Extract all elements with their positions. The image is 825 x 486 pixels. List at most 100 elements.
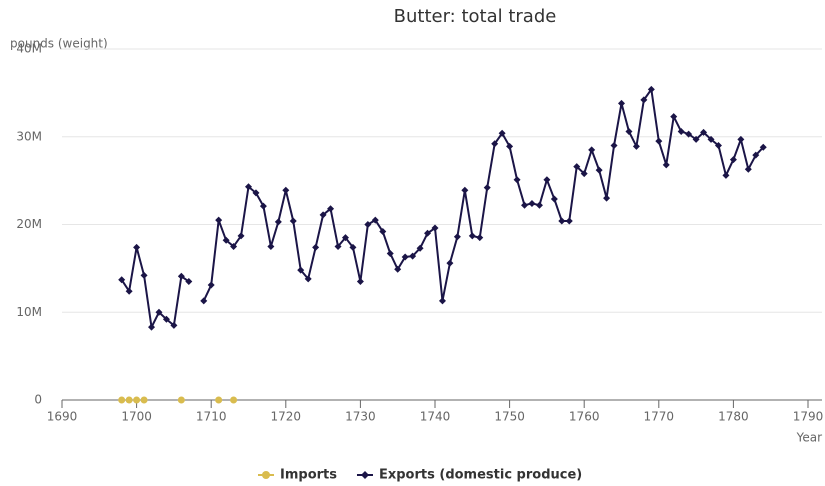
point [431, 224, 439, 232]
point [446, 259, 454, 267]
y-tick-label: 30M [16, 129, 42, 143]
point [729, 156, 737, 164]
legend-marker [262, 471, 270, 479]
point [297, 266, 305, 274]
x-tick-label: 1770 [644, 410, 675, 424]
series-line [120, 86, 764, 331]
chart-title: Butter: total trade [394, 6, 557, 27]
point [125, 396, 133, 404]
point [304, 275, 312, 283]
point [595, 166, 603, 174]
point [483, 184, 491, 192]
point [386, 249, 394, 257]
point [535, 201, 543, 209]
point [424, 229, 432, 237]
point [282, 186, 290, 194]
point [230, 396, 238, 404]
point [222, 236, 230, 244]
x-tick-label: 1760 [569, 410, 600, 424]
point [401, 253, 409, 261]
point [341, 234, 349, 242]
point [632, 142, 640, 150]
point [558, 217, 566, 225]
point [453, 233, 461, 241]
point [461, 186, 469, 194]
point [118, 396, 126, 404]
point [692, 135, 700, 143]
point [543, 176, 551, 184]
point [170, 321, 178, 329]
x-tick-label: 1730 [345, 410, 376, 424]
x-tick-label: 1700 [121, 410, 152, 424]
x-tick-label: 1780 [718, 410, 749, 424]
point [215, 396, 223, 404]
point [230, 242, 238, 250]
legend-label: Imports [280, 468, 337, 483]
point [580, 170, 588, 178]
point [148, 323, 156, 331]
point [155, 308, 163, 316]
point [647, 85, 655, 93]
point [610, 142, 618, 150]
point [476, 234, 484, 242]
point [513, 176, 521, 184]
point [603, 194, 611, 202]
point [468, 232, 476, 240]
x-tick-label: 1790 [793, 410, 824, 424]
point [438, 297, 446, 305]
point [573, 163, 581, 171]
point [356, 278, 364, 286]
point [685, 130, 693, 138]
point [700, 128, 708, 136]
legend-marker [360, 471, 369, 479]
point [491, 140, 499, 148]
x-tick-label: 1740 [420, 410, 451, 424]
point [707, 135, 715, 143]
point [506, 142, 514, 150]
point [215, 216, 223, 224]
point [677, 127, 685, 135]
point [312, 243, 320, 251]
point [133, 396, 141, 404]
point [662, 161, 670, 169]
point [327, 205, 335, 213]
point [349, 243, 357, 251]
point [565, 217, 573, 225]
point [162, 315, 170, 323]
point [252, 189, 260, 197]
point [625, 127, 633, 135]
point [394, 265, 402, 273]
point [140, 271, 148, 279]
point [744, 165, 752, 173]
point [409, 252, 417, 260]
point [140, 396, 148, 404]
y-tick-label: 10M [16, 305, 42, 319]
point [118, 276, 126, 284]
point [759, 143, 767, 151]
point [207, 281, 215, 289]
x-tick-label: 1690 [47, 410, 78, 424]
x-axis-label: Year [796, 431, 822, 445]
y-axis-label: pounds (weight) [10, 37, 108, 51]
point [714, 142, 722, 150]
y-tick-label: 20M [16, 217, 42, 231]
point [177, 272, 185, 280]
point [245, 183, 252, 191]
point [237, 232, 245, 240]
point [379, 228, 387, 236]
point [618, 99, 625, 107]
x-tick-label: 1750 [494, 410, 525, 424]
y-tick-label: 0 [34, 393, 42, 407]
point [737, 135, 745, 143]
point [125, 287, 133, 295]
x-tick-label: 1710 [196, 410, 227, 424]
point [334, 242, 342, 250]
point [177, 396, 185, 404]
point [588, 146, 596, 154]
point [752, 151, 760, 159]
point [133, 243, 141, 251]
point [550, 195, 558, 203]
point [267, 242, 275, 250]
